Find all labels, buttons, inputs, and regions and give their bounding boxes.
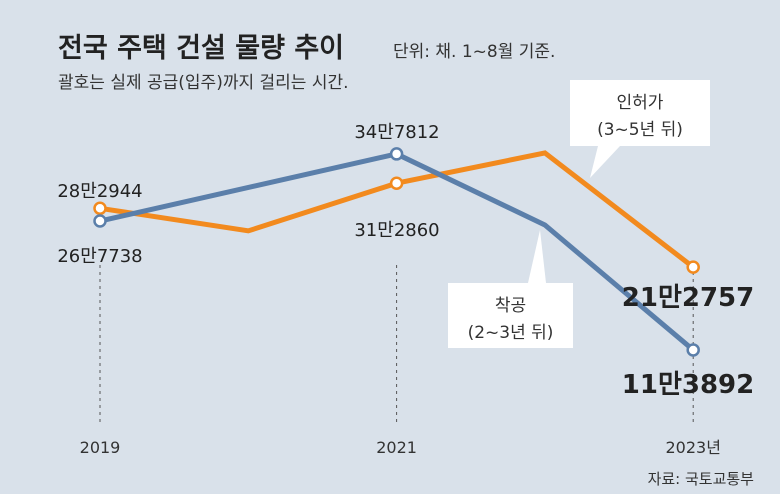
chart-title: 전국 주택 건설 물량 추이 — [58, 33, 344, 64]
source-note: 자료: 국토교통부 — [648, 470, 755, 488]
permit-data-label: 31만2860 — [354, 220, 439, 241]
chart-subtitle: 괄호는 실제 공급(입주)까지 걸리는 시간. — [58, 73, 349, 93]
construction-callout-text: (2~3년 뒤) — [468, 323, 554, 343]
construction-point — [686, 343, 700, 357]
permit-series-line — [99, 150, 695, 270]
construction-data-label: 34만7812 — [354, 122, 439, 143]
permit-callout-text: 인허가 — [617, 93, 664, 113]
construction-callout-text: 착공 — [495, 296, 526, 316]
construction-data-label: 11만3892 — [622, 370, 754, 400]
construction-callout — [448, 283, 573, 348]
permit-point — [686, 260, 700, 274]
permit-point — [93, 201, 107, 216]
permit-data-label: 21만2757 — [622, 283, 754, 313]
construction-data-label: 26만7738 — [57, 246, 142, 267]
x-tick-label: 2021 — [376, 438, 417, 457]
construction-point — [389, 147, 404, 161]
x-tick-label: 2023년 — [665, 438, 720, 457]
permit-data-label: 28만2944 — [57, 181, 142, 202]
construction-series-line — [99, 151, 695, 352]
x-tick-label: 2019 — [80, 438, 121, 457]
permit-callout-tail — [590, 146, 620, 178]
construction-callout-tail — [528, 230, 546, 283]
construction-point — [93, 214, 107, 228]
permit-callout — [570, 80, 710, 146]
unit-note: 단위: 채. 1~8월 기준. — [393, 42, 555, 62]
permit-callout-text: (3~5년 뒤) — [597, 120, 683, 140]
permit-point — [389, 176, 404, 190]
